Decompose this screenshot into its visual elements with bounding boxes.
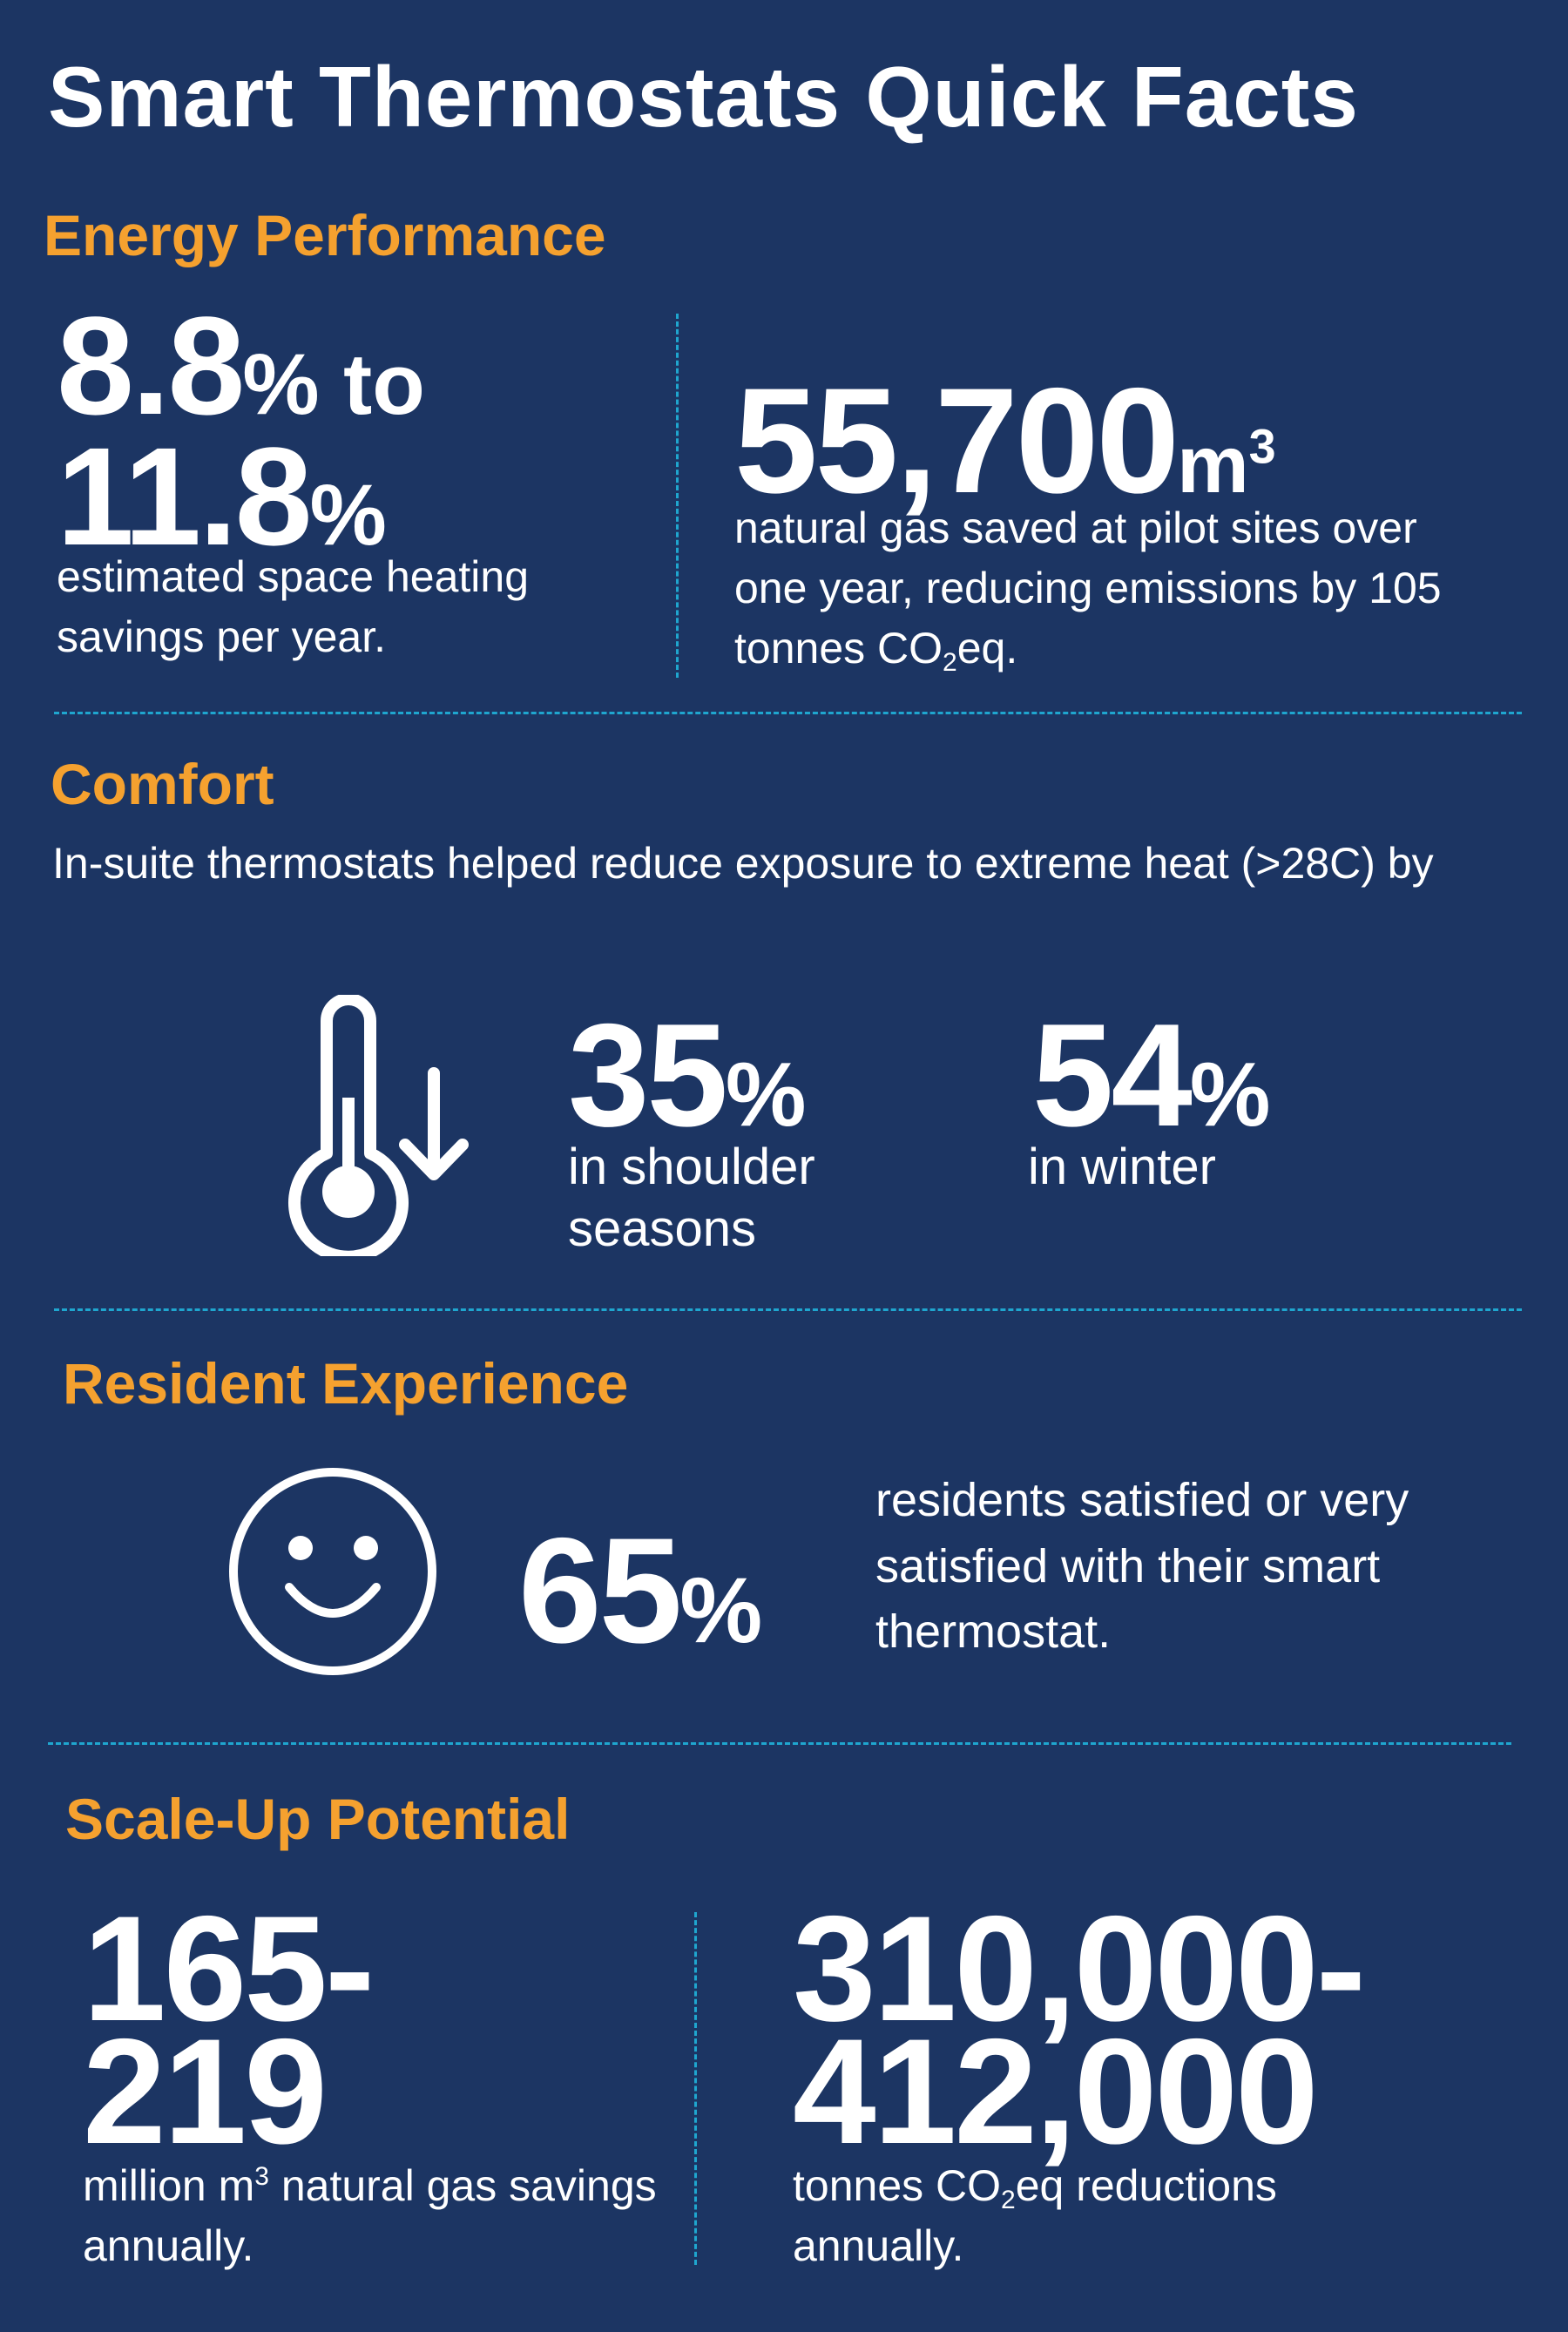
- gas-saved-stat: 55,700m3: [734, 366, 1276, 516]
- winter-stat: 54%: [1032, 1002, 1271, 1148]
- satisfaction-stat: 65%: [518, 1516, 762, 1666]
- shoulder-season-value: 35: [568, 993, 728, 1157]
- vertical-divider: [676, 314, 679, 678]
- co2-reduction-min: 310,000-: [793, 1885, 1366, 2052]
- section-divider: [54, 1308, 1522, 1311]
- thermometer-down-icon: [279, 993, 479, 1263]
- co2-reduction-description: tonnes CO2eq reductions annually.: [793, 2161, 1277, 2270]
- shoulder-season-stat: 35%: [568, 1002, 807, 1148]
- shoulder-season-description: in shoulder seasons: [568, 1139, 815, 1257]
- gas-savings-max: 219: [83, 2008, 328, 2176]
- section-divider: [54, 712, 1522, 714]
- winter-value: 54: [1032, 993, 1193, 1157]
- percent-sign: %: [1189, 1044, 1271, 1146]
- co2-reduction-range-stat: 310,000- 412,000: [793, 1885, 1366, 2176]
- energy-stat-min-value: 8.8: [57, 287, 245, 443]
- gas-saved-unit: m3: [1177, 419, 1276, 510]
- energy-stat-range-line1: 8.8% to: [57, 296, 425, 436]
- page-title: Smart Thermostats Quick Facts: [48, 49, 1359, 145]
- section-heading-scale: Scale-Up Potential: [65, 1787, 571, 1851]
- satisfaction-description: residents satisfied or very satisfied wi…: [875, 1474, 1409, 1659]
- percent-sign: %: [679, 1558, 763, 1662]
- comfort-intro: In-suite thermostats helped reduce expos…: [52, 839, 1434, 888]
- percent-sign: %: [309, 467, 387, 564]
- satisfaction-value: 65: [518, 1507, 682, 1674]
- energy-stat1-description: estimated space heating savings per year…: [57, 552, 530, 661]
- gas-savings-description: million m3 natural gas savings annually.: [83, 2161, 657, 2270]
- energy-stat-range-line2: 11.8%: [57, 427, 387, 566]
- co2-reduction-max: 412,000: [793, 2008, 1319, 2176]
- percent-sign: %: [725, 1044, 807, 1146]
- gas-saved-value: 55,700: [734, 357, 1179, 524]
- gas-saved-description: natural gas saved at pilot sites over on…: [734, 504, 1442, 677]
- winter-description: in winter: [1028, 1139, 1216, 1195]
- vertical-divider: [694, 1912, 697, 2265]
- energy-stat-max-value: 11.8: [57, 418, 313, 574]
- gas-savings-min: 165-: [83, 1885, 375, 2052]
- section-divider: [48, 1742, 1511, 1745]
- gas-savings-range-stat: 165- 219: [83, 1885, 375, 2176]
- section-heading-comfort: Comfort: [51, 752, 274, 816]
- section-heading-energy: Energy Performance: [44, 203, 606, 267]
- section-heading-resident: Resident Experience: [63, 1351, 629, 1416]
- percent-sign: %: [242, 336, 320, 433]
- smiley-face-icon: [226, 1465, 440, 1679]
- range-connector: to: [319, 336, 425, 433]
